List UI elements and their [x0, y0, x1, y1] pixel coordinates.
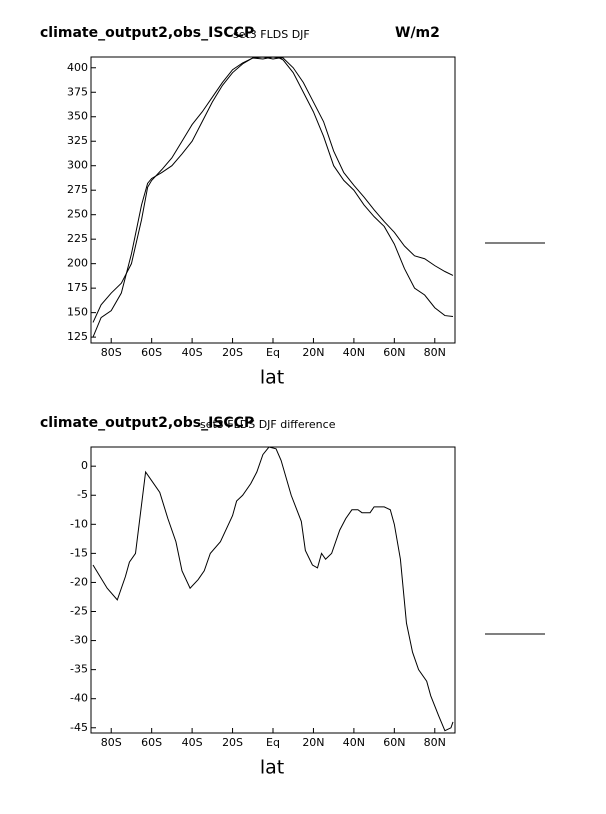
x-tick-label: 80S — [101, 736, 122, 749]
y-tick-label: -45 — [70, 721, 88, 734]
x-tick-label: Eq — [266, 736, 280, 749]
x-tick-label: 60S — [141, 736, 162, 749]
units-label: W/m2 — [395, 25, 440, 41]
x-tick-label: 40N — [343, 346, 365, 359]
y-tick-label: -35 — [70, 663, 88, 676]
y-tick-label: 0 — [81, 459, 88, 472]
x-tick-label: 60N — [383, 346, 405, 359]
x-axis-label: lat — [260, 367, 284, 389]
x-tick-label: 20S — [222, 736, 243, 749]
x-tick-label: 40S — [182, 346, 203, 359]
y-tick-label: -5 — [77, 488, 88, 501]
x-axis-label: lat — [260, 757, 284, 779]
y-tick-label: 200 — [67, 257, 88, 270]
y-tick-label: 275 — [67, 183, 88, 196]
series-line — [92, 446, 454, 732]
x-tick-label: 60S — [141, 346, 162, 359]
x-tick-label: 80S — [101, 346, 122, 359]
y-tick-label: 350 — [67, 110, 88, 123]
y-tick-label: 400 — [67, 61, 88, 74]
y-tick-label: -10 — [70, 517, 88, 530]
y-tick-label: -20 — [70, 575, 88, 588]
y-tick-label: 225 — [67, 232, 88, 245]
y-tick-label: 375 — [67, 85, 88, 98]
x-tick-label: 20N — [302, 736, 324, 749]
x-tick-label: 20S — [222, 346, 243, 359]
x-tick-label: 40S — [182, 736, 203, 749]
chart-subtitle: set3 FLDS DJF — [233, 28, 310, 41]
x-tick-label: 20N — [302, 346, 324, 359]
y-tick-label: -25 — [70, 605, 88, 618]
y-tick-label: 175 — [67, 281, 88, 294]
y-tick-label: -30 — [70, 634, 88, 647]
x-tick-label: 40N — [343, 736, 365, 749]
y-tick-label: 250 — [67, 208, 88, 221]
x-tick-label: 60N — [383, 736, 405, 749]
chart-title: climate_output2,obs_ISCCP — [40, 25, 254, 41]
y-tick-label: 300 — [67, 159, 88, 172]
x-tick-label: Eq — [266, 346, 280, 359]
chart-title: climate_output2,obs_ISCCP — [40, 415, 254, 431]
y-tick-label: -15 — [70, 546, 88, 559]
x-tick-label: 80N — [424, 736, 446, 749]
chart-subtitle: set3 FLDS DJF difference — [200, 418, 336, 431]
y-tick-label: 325 — [67, 134, 88, 147]
x-tick-label: 80N — [424, 346, 446, 359]
y-tick-label: -40 — [70, 692, 88, 705]
y-tick-label: 150 — [67, 306, 88, 319]
y-tick-label: 125 — [67, 330, 88, 343]
series-line — [92, 56, 454, 323]
series-line — [92, 56, 454, 338]
